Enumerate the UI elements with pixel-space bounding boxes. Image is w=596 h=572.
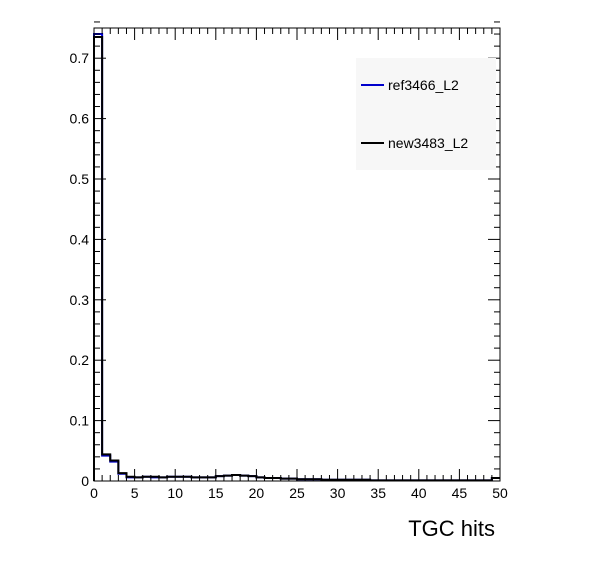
- y-tick-label: 0.7: [70, 50, 90, 66]
- x-tick-label: 35: [370, 485, 386, 501]
- y-tick-label: 0.3: [70, 292, 90, 308]
- x-axis-title: TGC hits: [408, 516, 495, 541]
- y-tick-label: 0.5: [70, 171, 90, 187]
- y-tick-label: 0.2: [70, 352, 90, 368]
- y-tick-label: 0.6: [70, 111, 90, 127]
- legend-box: [356, 58, 496, 170]
- x-tick-label: 50: [492, 485, 508, 501]
- y-tick-label: 0.4: [70, 231, 90, 247]
- legend: ref3466_L2 new3483_L2: [356, 58, 496, 170]
- x-tick-label: 40: [411, 485, 427, 501]
- x-tick-label: 10: [167, 485, 183, 501]
- x-tick-label: 20: [249, 485, 265, 501]
- y-tick-label: 0.1: [70, 413, 90, 429]
- x-tick-label: 15: [208, 485, 224, 501]
- x-tick-label: 5: [131, 485, 139, 501]
- x-tick-label: 45: [452, 485, 468, 501]
- axis-ticks: [93, 21, 501, 482]
- x-tick-label: 0: [90, 485, 98, 501]
- x-tick-label: 25: [289, 485, 305, 501]
- legend-label: ref3466_L2: [388, 77, 459, 93]
- x-tick-label: 30: [330, 485, 346, 501]
- tick-labels: 0 5 10 15 20 25 30 35 40 45 50 0 0.1 0.2 0.3 0.4 0.5 0.6 0…: [70, 50, 508, 501]
- legend-label: new3483_L2: [388, 135, 468, 151]
- y-tick-label: 0: [81, 473, 89, 489]
